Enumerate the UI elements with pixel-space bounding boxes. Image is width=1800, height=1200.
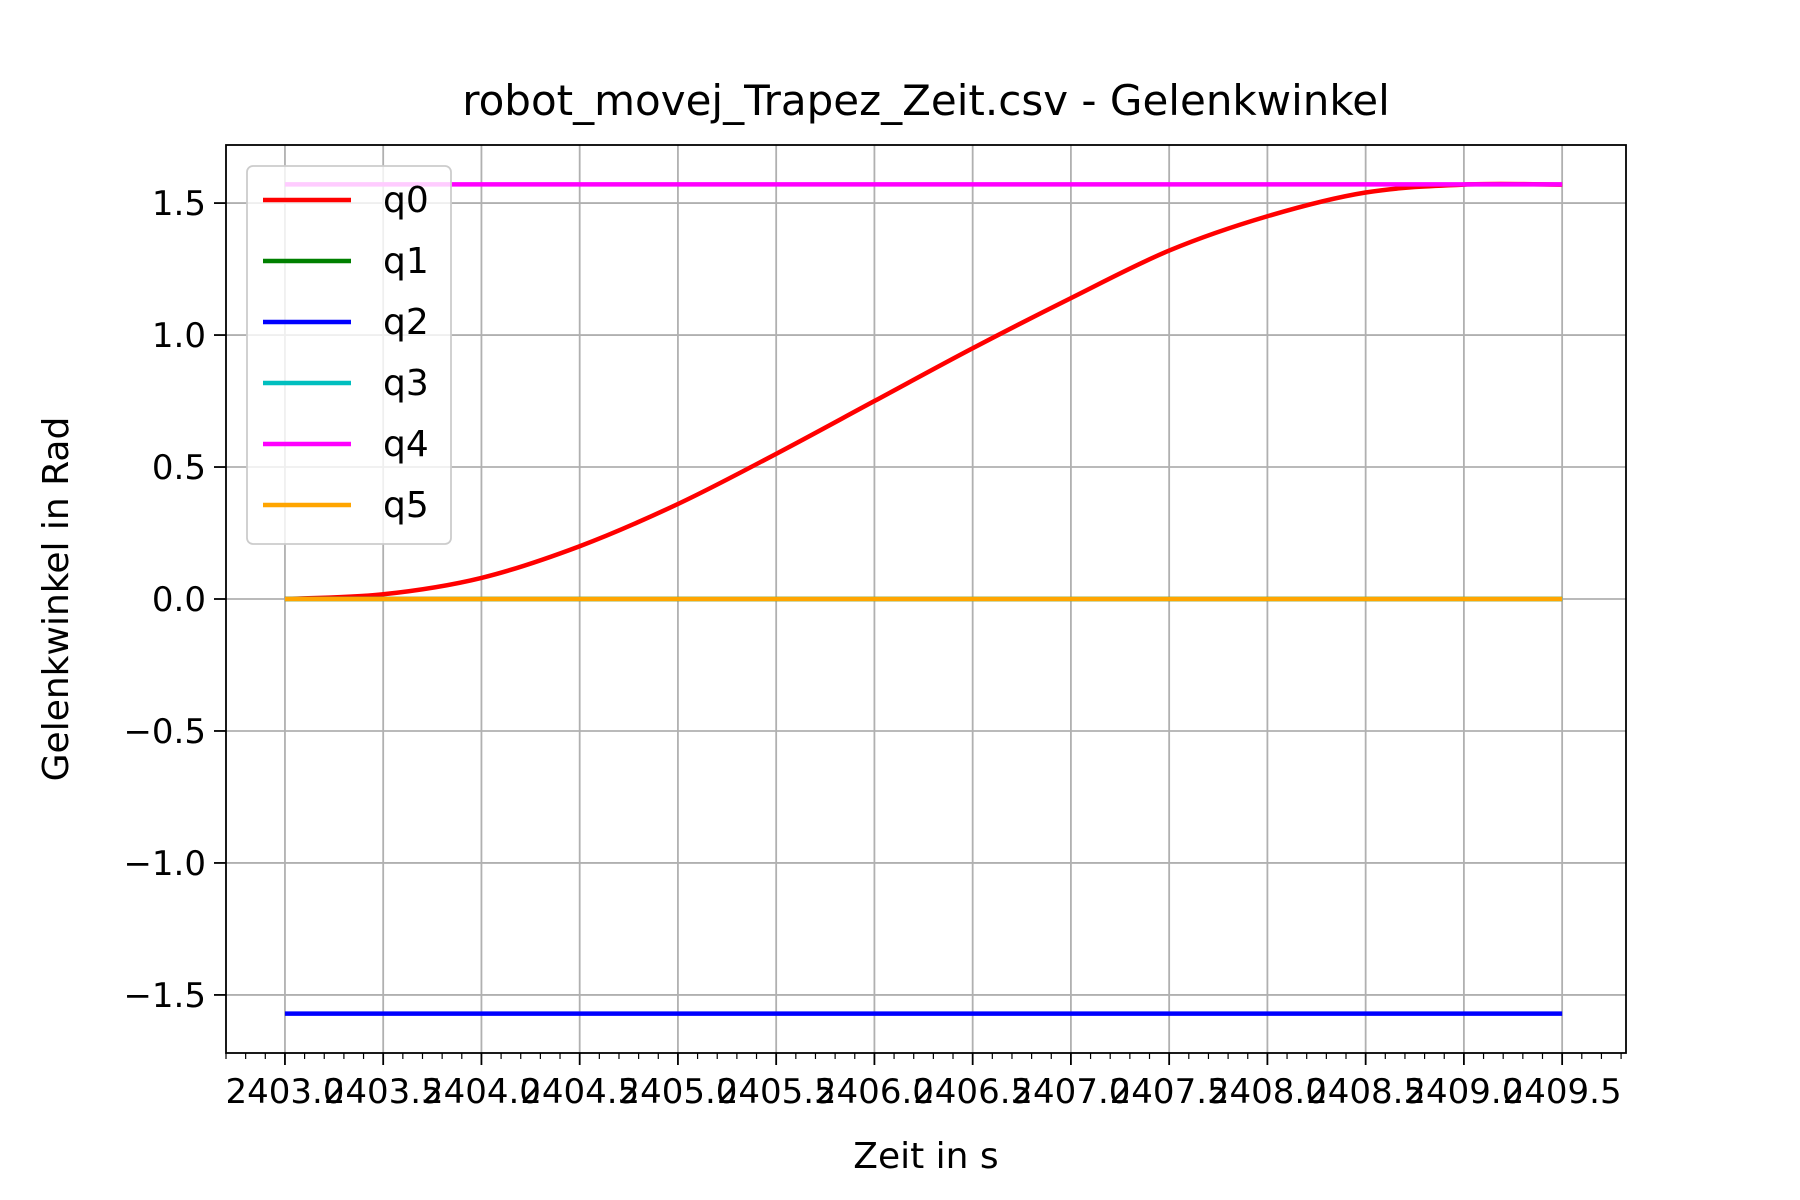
y-axis-label: Gelenkwinkel in Rad [36,417,77,782]
legend-label-q2: q2 [383,302,429,343]
legend-label-q4: q4 [383,424,429,465]
x-tick-label: 2409.0 [1404,1072,1523,1112]
legend-label-q3: q3 [383,363,429,404]
x-tick-label: 2406.5 [913,1072,1032,1112]
y-tick-label: 0.5 [152,448,206,488]
y-tick-label: 1.5 [152,184,206,224]
x-tick-label: 2403.5 [324,1072,443,1112]
y-tick-label: 1.0 [152,316,206,356]
legend-label-q1: q1 [383,241,429,282]
chart-title: robot_movej_Trapez_Zeit.csv - Gelenkwink… [462,76,1389,125]
legend: q0 q1 q2 q3 q4 q5 [246,165,452,545]
x-axis-label: Zeit in s [853,1136,998,1177]
y-tick-label: −1.5 [123,976,206,1016]
x-tick-label: 2409.5 [1503,1072,1622,1112]
series-line-q0 [284,181,1563,602]
legend-label-q5: q5 [383,485,429,526]
x-tick-label: 2406.0 [815,1072,934,1112]
axis-ticks: 2403.02403.52404.02404.52405.02405.52406… [123,184,1622,1112]
y-tick-label: −1.0 [123,844,206,884]
x-tick-label: 2404.5 [520,1072,639,1112]
x-tick-label: 2405.0 [618,1072,737,1112]
x-tick-label: 2407.5 [1110,1072,1229,1112]
series-lines [284,181,1563,1016]
x-tick-label: 2404.0 [422,1072,541,1112]
x-tick-label: 2407.0 [1011,1072,1130,1112]
x-tick-label: 2408.0 [1208,1072,1327,1112]
x-tick-label: 2408.5 [1306,1072,1425,1112]
y-tick-label: −0.5 [123,712,206,752]
x-tick-label: 2405.5 [717,1072,836,1112]
y-tick-label: 0.0 [152,580,206,620]
legend-label-q0: q0 [383,180,429,221]
x-tick-label: 2403.0 [225,1072,344,1112]
